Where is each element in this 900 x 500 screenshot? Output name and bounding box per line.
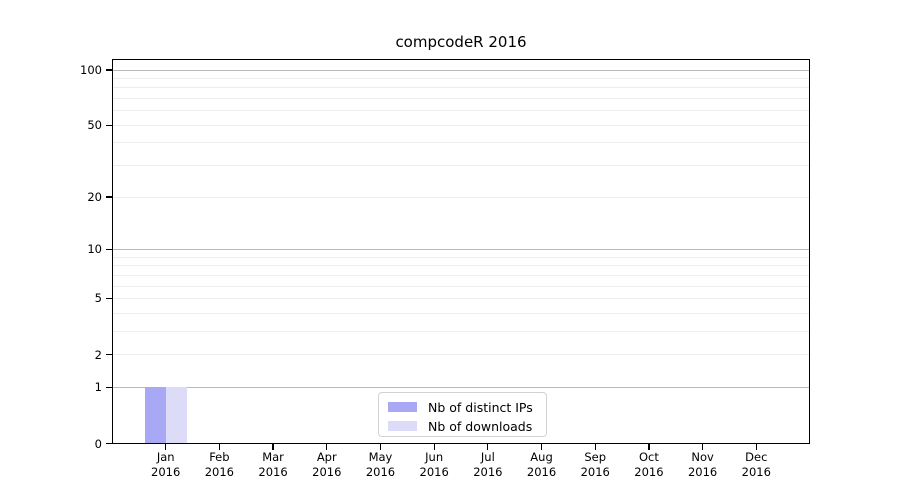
x-tick-year: 2016 [687,465,718,479]
legend-label-distinct-ips: Nb of distinct IPs [428,399,533,415]
gridline-minor [113,98,809,100]
x-tick-year: 2016 [258,465,288,479]
x-tick-mark [648,444,650,450]
x-tick-label: Feb 2016 [189,450,249,480]
x-tick-mark [218,444,221,450]
x-tick-year: 2016 [526,465,557,479]
chart-title: compcodeR 2016 [395,33,527,51]
x-tick-label: Apr 2016 [297,450,357,480]
gridline-minor [113,354,809,356]
gridline-minor [113,330,809,332]
x-tick-label: May 2016 [350,450,410,480]
x-tick-mark [594,444,596,450]
y-tick-mark [106,69,112,71]
gridline-minor [113,297,809,299]
gridline-major [113,69,809,71]
y-tick-label: 2 [94,347,102,362]
y-tick-mark [106,353,112,356]
gridline-minor [113,124,809,126]
legend-swatch-distinct-ips [388,402,417,412]
x-tick-label: Jun 2016 [404,450,464,480]
gridline-minor [113,110,809,112]
y-tick-mark [106,124,112,126]
x-tick-month: May [368,450,393,464]
legend: Nb of distinct IPs Nb of downloads [378,392,547,437]
x-tick-month: Jun [425,450,444,464]
gridline-minor [113,285,809,287]
x-tick-year: 2016 [580,465,610,479]
x-tick-month: Jul [480,450,495,464]
x-tick-year: 2016 [312,465,342,479]
x-tick-year: 2016 [634,465,664,479]
bar-downloads-jan [165,387,187,444]
x-tick-label: Nov 2016 [673,450,733,480]
x-tick-month: Sep [584,450,607,464]
x-tick-year: 2016 [151,465,181,479]
x-tick-label: Jan 2016 [136,450,196,480]
x-tick-mark [379,444,382,450]
x-tick-label: Oct 2016 [619,450,679,480]
y-tick-label: 10 [87,242,102,257]
x-tick-month: Nov [691,450,714,464]
legend-label-downloads: Nb of downloads [428,418,533,434]
x-tick-year: 2016 [419,465,449,479]
y-tick-label: 1 [94,380,102,395]
bar-distinct-ips-jan [144,387,166,444]
y-tick-mark [106,297,112,300]
x-tick-label: Dec 2016 [726,450,786,480]
gridline-minor [113,256,809,258]
gridline-minor [113,274,809,276]
x-tick-year: 2016 [204,465,235,479]
y-tick-label: 5 [94,291,102,306]
x-tick-year: 2016 [741,465,771,479]
x-tick-label: Jul 2016 [458,450,518,480]
x-tick-label: Aug 2016 [512,450,572,480]
x-tick-mark [487,444,489,450]
y-tick-mark [106,386,112,389]
x-tick-mark [165,444,167,450]
gridline-minor [113,87,809,89]
gridline-minor [113,312,809,314]
x-tick-month: Aug [530,450,553,464]
y-tick-mark [106,248,112,251]
x-tick-mark [326,444,328,450]
x-tick-month: Feb [209,450,230,464]
gridline-major [113,248,809,250]
x-tick-month: Mar [262,450,284,464]
y-tick-label: 50 [87,118,102,133]
y-tick-mark [106,196,112,198]
legend-swatch-downloads [388,421,417,431]
gridline-minor [113,142,809,144]
gridline-minor [113,165,809,167]
x-tick-month: Oct [638,450,659,464]
x-tick-month: Jan [156,450,175,464]
x-tick-year: 2016 [365,465,396,479]
x-tick-label: Sep 2016 [565,450,625,480]
x-tick-year: 2016 [473,465,503,479]
x-tick-mark [701,444,704,450]
y-tick-label: 0 [94,436,102,451]
gridline-major [113,386,809,388]
x-tick-month: Dec [745,450,768,464]
x-tick-label: Mar 2016 [243,450,303,480]
y-tick-mark [106,442,112,445]
x-tick-mark [433,444,435,450]
x-tick-month: Apr [316,450,337,464]
y-tick-label: 100 [80,63,102,77]
gridline-minor [113,265,809,267]
gridline-minor [113,77,809,79]
y-tick-label: 20 [87,190,102,205]
gridline-minor [113,196,809,198]
legend-item-downloads: Nb of downloads [388,417,537,435]
legend-item-distinct-ips: Nb of distinct IPs [388,398,537,416]
x-tick-mark [272,444,274,450]
x-tick-mark [755,444,757,450]
x-tick-mark [540,444,543,450]
